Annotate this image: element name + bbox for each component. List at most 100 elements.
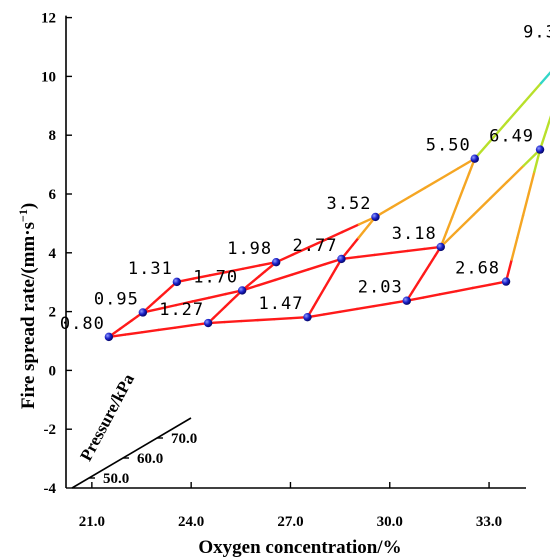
data-point bbox=[535, 145, 545, 154]
data-label: 1.31 bbox=[128, 259, 173, 279]
mesh-segment bbox=[445, 216, 454, 234]
axes: -4 -2 0 2 4 6 8 10 12 21.0 24.0 27.0 30.0 33.0 50.0 60.… bbox=[41, 11, 526, 530]
mesh-segment bbox=[158, 290, 167, 299]
mesh-segment bbox=[438, 289, 458, 296]
mesh-segment bbox=[212, 310, 221, 319]
mesh-segment bbox=[208, 270, 228, 277]
data-point bbox=[371, 212, 380, 222]
mesh-segment bbox=[422, 293, 442, 299]
mesh-segment bbox=[355, 305, 375, 311]
mesh-segment bbox=[223, 300, 233, 308]
mesh-segment bbox=[140, 328, 160, 334]
data-point bbox=[337, 254, 346, 264]
y-axis-title-exponent: −1 bbox=[16, 209, 30, 222]
mesh-segment bbox=[152, 295, 162, 304]
mesh-segment bbox=[406, 247, 426, 253]
y-tick-label: 12 bbox=[41, 11, 56, 27]
data-label: 3.52 bbox=[327, 194, 372, 214]
data-label: 1.98 bbox=[227, 239, 272, 259]
x-axis-title: Oxygen concentration/% bbox=[198, 537, 401, 558]
mesh-segment bbox=[339, 307, 359, 313]
data-point bbox=[501, 277, 511, 286]
mesh-segment bbox=[311, 296, 320, 309]
mesh-segment bbox=[164, 285, 173, 294]
data-point bbox=[271, 257, 281, 267]
mesh-segment bbox=[158, 303, 178, 310]
mesh-segment bbox=[257, 278, 277, 287]
y-axis-title-main: Fire spread rate/(mm·s bbox=[18, 222, 39, 409]
mesh-segment bbox=[407, 186, 427, 199]
mesh-segment bbox=[450, 201, 459, 219]
y-tick-label: -2 bbox=[44, 422, 57, 438]
mesh-segment bbox=[225, 267, 245, 274]
x-tick-label: 21.0 bbox=[79, 514, 105, 530]
x-tick-label: 33.0 bbox=[476, 514, 502, 530]
mesh-segment bbox=[229, 294, 238, 303]
mesh-segment bbox=[328, 267, 337, 280]
mesh-segment bbox=[456, 213, 476, 232]
pressure-axis-title: Pressure/kPa bbox=[76, 370, 138, 464]
mesh-segment bbox=[373, 251, 393, 257]
mesh-segment bbox=[218, 305, 227, 314]
mesh-segment bbox=[521, 192, 530, 217]
mesh-segment bbox=[223, 319, 243, 324]
x-tick-label: 24.0 bbox=[178, 514, 204, 530]
mesh-segment bbox=[510, 236, 519, 261]
data-labels: 0.80 1.27 1.47 2.03 2.68 0.95 1.70 2.77 3.18 6.49… bbox=[60, 23, 550, 334]
data-label: 0.80 bbox=[60, 314, 105, 334]
data-label: 2.77 bbox=[293, 236, 338, 256]
mesh-segment bbox=[489, 180, 509, 200]
mesh-segment bbox=[274, 273, 294, 282]
mesh-segment bbox=[323, 277, 332, 290]
mesh-segment bbox=[290, 268, 310, 276]
y-tick-label: 0 bbox=[49, 363, 57, 379]
data-label: 1.70 bbox=[193, 267, 238, 287]
mesh-segment bbox=[341, 223, 361, 234]
mesh-segment bbox=[471, 283, 491, 290]
mesh-segment bbox=[174, 300, 194, 307]
mesh-segment bbox=[291, 245, 311, 256]
mesh-segment bbox=[516, 214, 525, 239]
data-point bbox=[172, 277, 182, 287]
data-point bbox=[104, 332, 114, 342]
mesh-segment bbox=[362, 222, 371, 233]
mesh-segment bbox=[124, 331, 144, 336]
mesh-segment bbox=[257, 270, 267, 278]
data-point bbox=[402, 296, 411, 305]
pressure-axis bbox=[71, 417, 192, 489]
data-point bbox=[237, 286, 247, 295]
data-points bbox=[104, 145, 545, 342]
mesh-segment bbox=[263, 265, 272, 273]
data-point bbox=[138, 308, 148, 317]
mesh-segment bbox=[307, 263, 327, 271]
pressure-tick-label: 50.0 bbox=[103, 471, 129, 487]
data-label: 3.18 bbox=[392, 224, 437, 244]
data-mesh bbox=[107, 71, 550, 339]
data-point bbox=[203, 318, 213, 328]
data-label: 5.50 bbox=[426, 136, 471, 156]
data-label: 2.03 bbox=[358, 278, 403, 298]
data-point bbox=[470, 154, 479, 163]
data-label: 6.49 bbox=[489, 127, 534, 147]
data-label: 9.35 bbox=[523, 23, 550, 43]
mesh-segment bbox=[372, 302, 392, 308]
mesh-segment bbox=[256, 317, 276, 322]
x-tick-label: 30.0 bbox=[377, 514, 403, 530]
mesh-segment bbox=[240, 318, 260, 323]
y-tick-label: 6 bbox=[49, 187, 57, 203]
data-point bbox=[436, 242, 445, 252]
mesh-segment bbox=[317, 286, 326, 299]
pressure-tick-label: 70.0 bbox=[171, 431, 197, 447]
data-point bbox=[303, 312, 312, 322]
y-axis-title: Fire spread rate/(mm·s−1) bbox=[16, 203, 39, 409]
mesh-segment bbox=[191, 296, 211, 303]
mesh-segment bbox=[324, 230, 344, 241]
mesh-segment bbox=[428, 254, 437, 267]
mesh-segment bbox=[390, 196, 410, 209]
data-label: 1.27 bbox=[159, 300, 204, 320]
mesh-segment bbox=[207, 292, 227, 299]
y-tick-label: -4 bbox=[44, 481, 57, 497]
mesh-segment bbox=[416, 272, 425, 284]
y-tick-label: 4 bbox=[49, 246, 57, 262]
